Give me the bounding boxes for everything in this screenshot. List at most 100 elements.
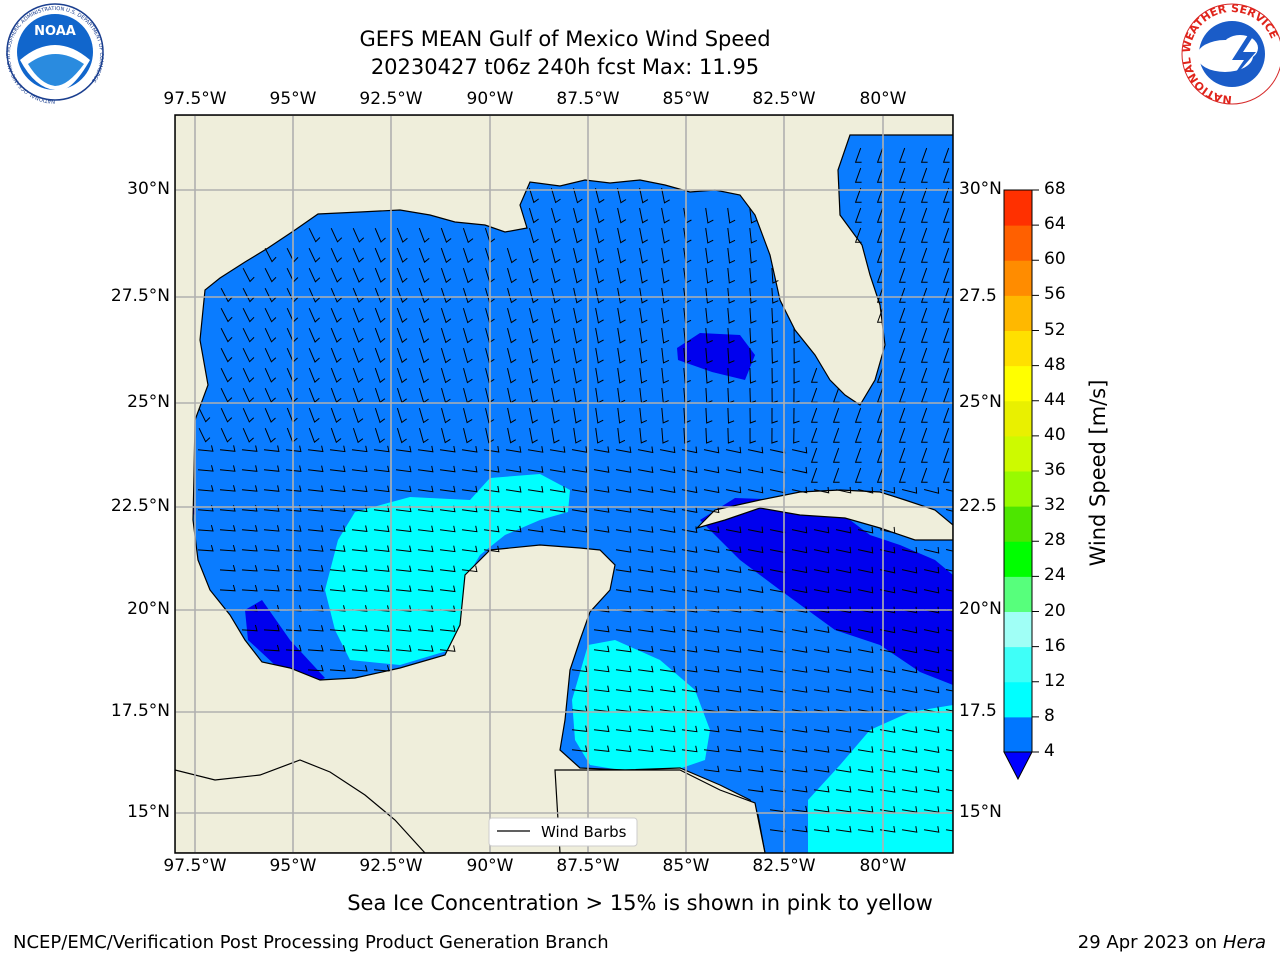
lon-tick-top-3: 90°W bbox=[466, 89, 514, 109]
wind-barb-568 bbox=[263, 565, 280, 572]
wind-barb-566 bbox=[219, 564, 236, 572]
wind-barb-793 bbox=[923, 746, 940, 754]
wind-barb-350 bbox=[441, 427, 451, 444]
wind-barb-127 bbox=[396, 287, 408, 304]
wind-barb-667 bbox=[791, 626, 808, 634]
wind-barb-390 bbox=[549, 446, 566, 453]
wind-barb-499 bbox=[637, 506, 654, 513]
wind-barb-208 bbox=[942, 327, 950, 343]
wind-barb-314 bbox=[418, 407, 429, 424]
wind-barb-357 bbox=[595, 427, 604, 444]
lon-tick-bottom-4: 87.5°W bbox=[556, 856, 620, 876]
wind-barb-787 bbox=[791, 746, 808, 753]
wind-barb-447 bbox=[263, 485, 280, 492]
wind-barb-442 bbox=[920, 467, 928, 483]
wind-barb-520 bbox=[549, 526, 566, 533]
wind-barb-828 bbox=[813, 825, 830, 833]
wind-barb-794 bbox=[945, 749, 953, 752]
wind-barb-134 bbox=[551, 287, 561, 304]
wind-barb-497 bbox=[593, 506, 610, 513]
colorbar-segment-13 bbox=[1004, 260, 1032, 296]
wind-barb-307 bbox=[264, 408, 276, 423]
wind-barb-24 bbox=[573, 207, 583, 224]
wind-barb-75 bbox=[529, 247, 539, 264]
wind-barb-391 bbox=[571, 446, 588, 453]
wind-barb-42 bbox=[396, 227, 408, 243]
wind-barb-613 bbox=[791, 586, 808, 594]
sea-ice-note: Sea Ice Concentration > 15% is shown in … bbox=[347, 891, 933, 915]
wind-barb-81 bbox=[661, 247, 670, 264]
wind-barb-513 bbox=[395, 525, 412, 533]
wind-barb-257 bbox=[617, 367, 626, 384]
wind-barb-791 bbox=[879, 746, 896, 753]
wind-barb-114 bbox=[771, 267, 779, 284]
wind-barb-374 bbox=[197, 445, 214, 452]
wind-barb-41 bbox=[374, 228, 386, 243]
wind-barb-89 bbox=[942, 247, 950, 263]
wind-barb-455 bbox=[439, 485, 456, 493]
lat-tick-left-3: 22.5°N bbox=[110, 496, 170, 516]
colorbar-segment-2 bbox=[1004, 646, 1032, 683]
wind-barb-180 bbox=[242, 327, 255, 343]
wind-barb-696 bbox=[857, 646, 874, 654]
noaa-logo-icon: NOAA NATIONAL OCEANIC AND ATMOSPHERIC AD… bbox=[6, 3, 104, 104]
wind-barb-687 bbox=[659, 645, 676, 653]
wind-barb-417 bbox=[373, 465, 390, 473]
wind-barb-57 bbox=[749, 227, 758, 244]
wind-barb-495 bbox=[549, 506, 566, 513]
colorbar-tick-8: 36 bbox=[1044, 460, 1066, 480]
wind-barb-675 bbox=[263, 644, 280, 652]
wind-barb-250 bbox=[463, 367, 473, 384]
wind-barb-446 bbox=[241, 485, 258, 492]
wind-barb-231 bbox=[705, 347, 713, 364]
wind-barb-572 bbox=[351, 565, 368, 572]
wind-barb-650 bbox=[285, 624, 302, 632]
lat-tick-right-6: 15°N bbox=[959, 802, 1002, 822]
wind-barb-712 bbox=[725, 666, 742, 673]
wind-barb-149 bbox=[220, 307, 233, 323]
wind-barb-788 bbox=[813, 746, 830, 753]
wind-barb-671 bbox=[879, 626, 896, 634]
wind-barb-556 bbox=[747, 546, 764, 554]
map-area bbox=[175, 115, 953, 853]
wind-barb-206 bbox=[898, 327, 906, 343]
wind-barb-393 bbox=[615, 446, 632, 454]
wind-barb-577 bbox=[461, 565, 478, 573]
wind-barb-197 bbox=[617, 327, 626, 344]
wind-barb-151 bbox=[264, 307, 277, 323]
wind-barb-463 bbox=[615, 486, 632, 493]
wind-barb-762 bbox=[637, 725, 654, 733]
wind-barb-792 bbox=[901, 746, 918, 753]
wind-barb-677 bbox=[307, 644, 324, 652]
wind-barb-431 bbox=[681, 466, 698, 474]
wind-barb-444 bbox=[197, 485, 214, 492]
wind-barb-421 bbox=[461, 465, 478, 473]
wind-barb-157 bbox=[396, 307, 408, 324]
wind-barb-219 bbox=[440, 347, 451, 364]
wind-barb-386 bbox=[461, 446, 478, 453]
wind-barb-383 bbox=[395, 445, 412, 453]
wind-barb-93 bbox=[308, 267, 321, 283]
wind-barb-358 bbox=[617, 427, 626, 444]
wind-barb-472 bbox=[813, 486, 830, 494]
wind-barb-565 bbox=[945, 549, 953, 552]
wind-barb-155 bbox=[352, 307, 364, 323]
wind-barb-501 bbox=[681, 506, 698, 514]
wind-barb-466 bbox=[681, 486, 698, 494]
wind-barb-821 bbox=[857, 806, 874, 813]
wind-barb-765 bbox=[703, 725, 720, 733]
footer-date-text: 29 Apr 2023 on bbox=[1077, 932, 1223, 953]
wind-barb-23 bbox=[551, 207, 561, 224]
wind-barb-345 bbox=[330, 427, 342, 444]
wind-barb-214 bbox=[330, 347, 342, 363]
wind-barb-319 bbox=[529, 407, 538, 424]
colorbar-tick-14: 60 bbox=[1044, 249, 1066, 270]
wind-barb-16 bbox=[661, 187, 670, 204]
wind-barb-142 bbox=[727, 287, 735, 304]
wind-barb-195 bbox=[573, 327, 582, 344]
wind-barb-141 bbox=[705, 287, 714, 304]
footer-date: 29 Apr 2023 on Hera bbox=[1078, 932, 1266, 953]
wind-barb-832 bbox=[901, 826, 918, 833]
wind-barb-448 bbox=[285, 485, 302, 492]
